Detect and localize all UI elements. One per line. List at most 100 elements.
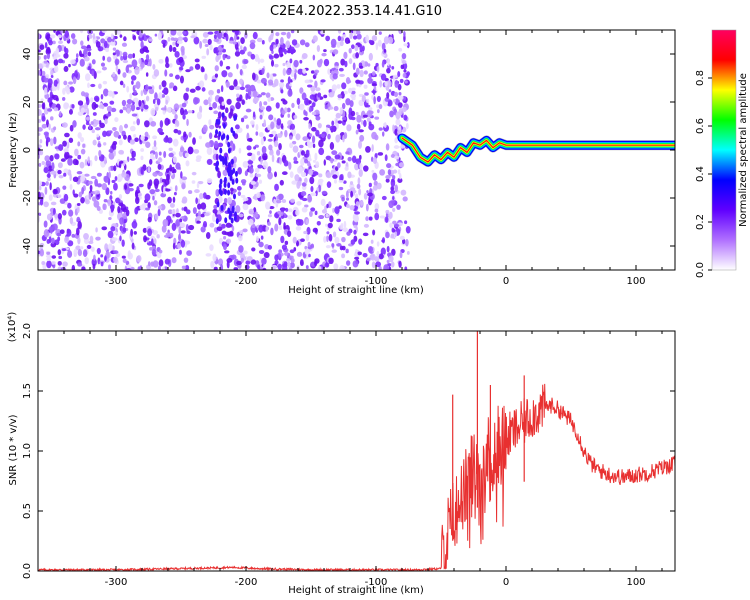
noise-speckle [39,44,45,50]
noise-speckle [93,200,100,208]
noise-speckle [89,159,93,167]
noise-speckle [299,259,304,267]
noise-speckle [163,150,167,159]
noise-speckle [162,266,166,270]
noise-speckle [183,257,189,263]
noise-speckle [207,97,211,104]
noise-speckle [211,79,217,83]
noise-speckle [312,227,318,233]
noise-speckle [141,203,148,207]
noise-speckle [151,248,157,256]
noise-speckle [181,207,184,211]
noise-speckle [145,95,150,102]
noise-speckle [105,113,112,117]
noise-speckle [367,77,373,84]
noise-speckle [149,188,156,195]
noise-speckle [204,43,209,48]
noise-speckle [378,265,382,270]
noise-speckle [136,118,140,126]
noise-speckle [188,131,192,138]
noise-speckle [284,129,288,138]
noise-speckle [290,257,295,264]
noise-speckle [169,82,175,88]
noise-speckle [46,136,51,143]
noise-speckle [202,124,208,133]
noise-speckle [172,85,178,92]
noise-speckle [68,137,74,143]
noise-speckle [366,98,370,103]
noise-speckle [339,106,343,115]
noise-speckle [280,123,284,130]
noise-speckle [55,97,59,102]
noise-speckle [337,94,343,99]
noise-speckle [52,223,58,231]
noise-speckle [379,80,383,88]
noise-speckle [405,225,411,234]
noise-speckle [376,64,380,73]
noise-speckle [80,173,86,182]
noise-speckle [104,243,109,251]
signal-track-layer [401,137,675,163]
noise-speckle [130,103,136,112]
noise-speckle [286,61,292,69]
noise-speckle [343,132,348,140]
noise-speckle [316,220,321,226]
noise-speckle [89,235,94,243]
noise-speckle [279,225,283,231]
noise-speckle [378,103,383,110]
noise-speckle [202,38,208,44]
noise-streak [226,134,230,141]
noise-speckle [344,60,348,68]
noise-speckle [131,220,138,229]
noise-speckle [199,40,203,49]
noise-speckle [140,90,144,97]
noise-speckle [134,190,140,199]
noise-speckle [179,66,184,71]
noise-speckle [97,257,101,265]
noise-speckle [219,263,224,270]
noise-speckle [333,105,339,112]
noise-speckle [133,230,137,235]
noise-speckle [323,58,330,67]
noise-speckle [49,34,56,39]
noise-speckle [242,197,249,202]
noise-speckle [57,213,63,220]
noise-speckle [51,255,57,259]
noise-speckle [150,238,154,247]
noise-speckle [234,50,241,57]
noise-speckle [350,190,354,198]
noise-speckle [307,84,313,88]
noise-speckle [334,206,340,214]
noise-speckle [45,254,52,259]
noise-speckle [367,192,374,197]
noise-speckle [208,106,213,111]
noise-speckle [311,127,317,132]
noise-speckle [368,216,373,221]
noise-speckle [172,37,179,42]
noise-speckle [184,264,190,270]
noise-speckle [252,97,259,104]
noise-streak [215,118,219,125]
noise-speckle [84,158,88,166]
noise-speckle [145,54,150,61]
noise-speckle [75,159,79,166]
noise-speckle [154,92,158,101]
noise-speckle [58,174,64,179]
noise-speckle [218,223,222,227]
noise-speckle [341,116,347,121]
noise-speckle [290,198,296,203]
noise-speckle [144,120,150,128]
noise-speckle [304,177,308,184]
noise-speckle [163,136,170,143]
noise-speckle [347,87,353,94]
noise-speckle [145,72,149,77]
noise-speckle [339,40,344,47]
noise-speckle [232,156,238,164]
noise-speckle [276,195,279,200]
noise-speckle [154,238,157,245]
noise-speckle [247,160,254,165]
noise-speckle [226,81,230,88]
noise-speckle [368,39,373,44]
noise-speckle [156,252,162,259]
noise-speckle [337,35,342,42]
